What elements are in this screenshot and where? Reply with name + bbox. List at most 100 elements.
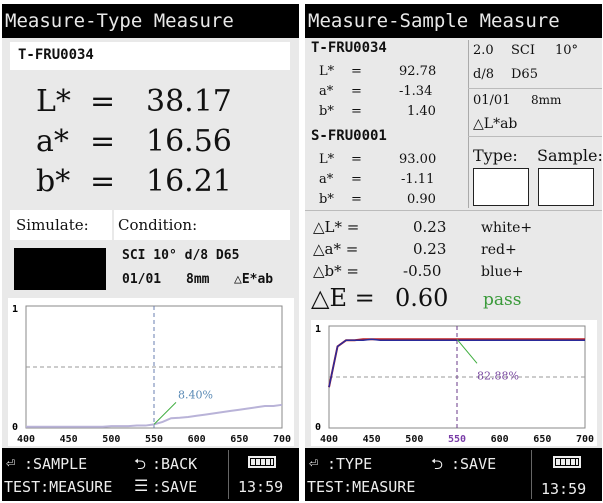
target-b-label: b* — [319, 104, 334, 119]
reflectance-annotation: 82.88% — [477, 369, 519, 382]
condition-range: 01/01 — [122, 272, 162, 287]
test-mode-label[interactable]: TEST:MEASURE — [307, 478, 416, 496]
type-measure-content: T-FRU0034 L* = 38.17 a* = 16.56 b* = 16.… — [2, 38, 299, 448]
info-formula: △L*ab — [473, 116, 518, 132]
dE-label: △E = — [311, 284, 383, 312]
sample-L-value: 93.00 — [399, 152, 437, 167]
x-tick-label: 400 — [17, 434, 35, 445]
condition-info: 2.0 SCI 10° d/8 D65 — [471, 40, 601, 88]
spectral-graph-right: 1 0 400 450 500 550 600 650 700 82.88% — [311, 320, 597, 446]
save-key-label[interactable]: :SAVE — [451, 455, 497, 473]
info-geometry: d/8 — [473, 67, 494, 82]
target-b-value: 1.40 — [407, 104, 436, 119]
info-aperture: 8mm — [531, 93, 562, 107]
info-range: 01/01 — [473, 93, 511, 108]
save-key-label[interactable]: :SAVE — [152, 478, 198, 496]
sample-a-value: -1.11 — [401, 172, 435, 187]
sample-key-label[interactable]: :SAMPLE — [24, 455, 88, 473]
back-key-label[interactable]: :BACK — [152, 455, 198, 473]
reflectance-annotation: 8.40% — [178, 388, 213, 401]
db-label: △b* = — [313, 262, 359, 280]
annotation-leader — [153, 401, 177, 425]
x-tick-label: 450 — [60, 434, 78, 445]
target-a-eq: = — [351, 84, 362, 99]
da-value: 0.23 — [413, 240, 447, 258]
target-a-label: a* — [319, 84, 334, 99]
lab-readout: L* = 38.17 a* = 16.56 b* = 16.21 — [10, 74, 290, 204]
target-a-value: -1.34 — [399, 84, 433, 99]
b-value: 16.21 — [146, 164, 232, 199]
x-tick-label: 650 — [533, 434, 551, 445]
L-eq: = — [90, 84, 116, 119]
spectral-curve — [26, 403, 283, 428]
info-mode: SCI — [511, 43, 535, 58]
back-icon: ⮌ — [431, 455, 444, 473]
menu-icon: ☰ — [134, 476, 149, 495]
dL-label: △L* = — [313, 218, 360, 236]
sample-a-label: a* — [319, 172, 334, 187]
sample-id: T-FRU0034 — [18, 47, 94, 63]
clock-time: 13:59 — [238, 478, 284, 496]
target-L-value: 92.78 — [399, 64, 437, 79]
enter-icon: ⏎ — [6, 454, 16, 472]
left-footer: ⏎ :SAMPLE ⮌ :BACK TEST:MEASURE ☰ :SAVE 1… — [2, 448, 299, 501]
target-L-eq: = — [351, 64, 362, 79]
dL-description: white+ — [481, 220, 533, 236]
dE-value: 0.60 — [395, 284, 449, 312]
test-mode-label[interactable]: TEST:MEASURE — [4, 478, 113, 496]
info-angle: 10° — [555, 43, 579, 58]
footer-divider — [531, 450, 532, 499]
sample-L-eq: = — [351, 152, 362, 167]
target-L-label: L* — [319, 64, 335, 79]
y-max-label: 1 — [12, 304, 18, 315]
x-tick-label: 650 — [230, 434, 248, 445]
right-footer: ⏎ :TYPE ⮌ :SAVE TEST:MEASURE 13:59 — [305, 448, 602, 501]
sample-block: S-FRU0001 L* = 93.00 a* = -1.11 b* = 0.9… — [307, 126, 467, 210]
type-measure-panel: Measure-Type Measure T-FRU0034 L* = 38.1… — [2, 4, 299, 501]
x-tick-label: 450 — [363, 434, 381, 445]
target-block: T-FRU0034 L* = 92.78 a* = -1.34 b* = 1.4… — [307, 40, 467, 124]
da-label: △a* = — [313, 240, 359, 258]
x-tick-label: 550 — [145, 434, 163, 445]
sample-L-label: L* — [319, 152, 335, 167]
x-tick-label: 500 — [102, 434, 120, 445]
info-separator — [468, 88, 602, 89]
difference-block: △L* = 0.23 white+ △a* = 0.23 red+ △b* = … — [307, 212, 601, 316]
sample-label: Sample: — [537, 146, 602, 165]
condition-label: Condition: — [118, 216, 198, 234]
spectral-graph-left: 1 0 400 450 500 550 600 650 700 8.40% — [8, 298, 294, 446]
L-label: L* — [36, 84, 71, 119]
type-key-label[interactable]: :TYPE — [327, 455, 373, 473]
target-id: T-FRU0034 — [311, 40, 387, 56]
sample-id: S-FRU0001 — [311, 128, 387, 144]
difference-separator — [305, 210, 602, 211]
a-value: 16.56 — [146, 124, 232, 159]
condition-aperture: 8mm — [186, 272, 210, 287]
db-value: -0.50 — [403, 262, 442, 280]
color-simulation-swatch — [14, 248, 106, 290]
x-tick-label: 600 — [491, 434, 509, 445]
spectral-curve — [328, 338, 585, 388]
x-tick-label: 500 — [405, 434, 423, 445]
x-tick-label: 700 — [576, 434, 594, 445]
a-eq: = — [90, 124, 116, 159]
sample-b-value: 0.90 — [407, 192, 436, 207]
sample-measure-content: T-FRU0034 L* = 92.78 a* = -1.34 b* = 1.4… — [305, 38, 602, 448]
footer-divider — [228, 450, 229, 499]
dL-value: 0.23 — [413, 218, 447, 236]
y-min-label: 0 — [315, 422, 321, 433]
sample-a-eq: = — [351, 172, 362, 187]
simulate-header: Simulate: — [10, 210, 112, 240]
annotation-leader — [456, 338, 478, 364]
simulate-area — [10, 242, 114, 294]
b-label: b* — [36, 164, 71, 199]
b-eq: = — [90, 164, 116, 199]
type-color-swatch — [473, 168, 529, 206]
target-b-eq: = — [351, 104, 362, 119]
battery-icon — [553, 456, 581, 468]
sample-id-bar: T-FRU0034 — [10, 42, 290, 70]
column-divider — [468, 40, 469, 208]
info-separator — [468, 136, 602, 137]
info-illuminant: D65 — [511, 67, 538, 82]
